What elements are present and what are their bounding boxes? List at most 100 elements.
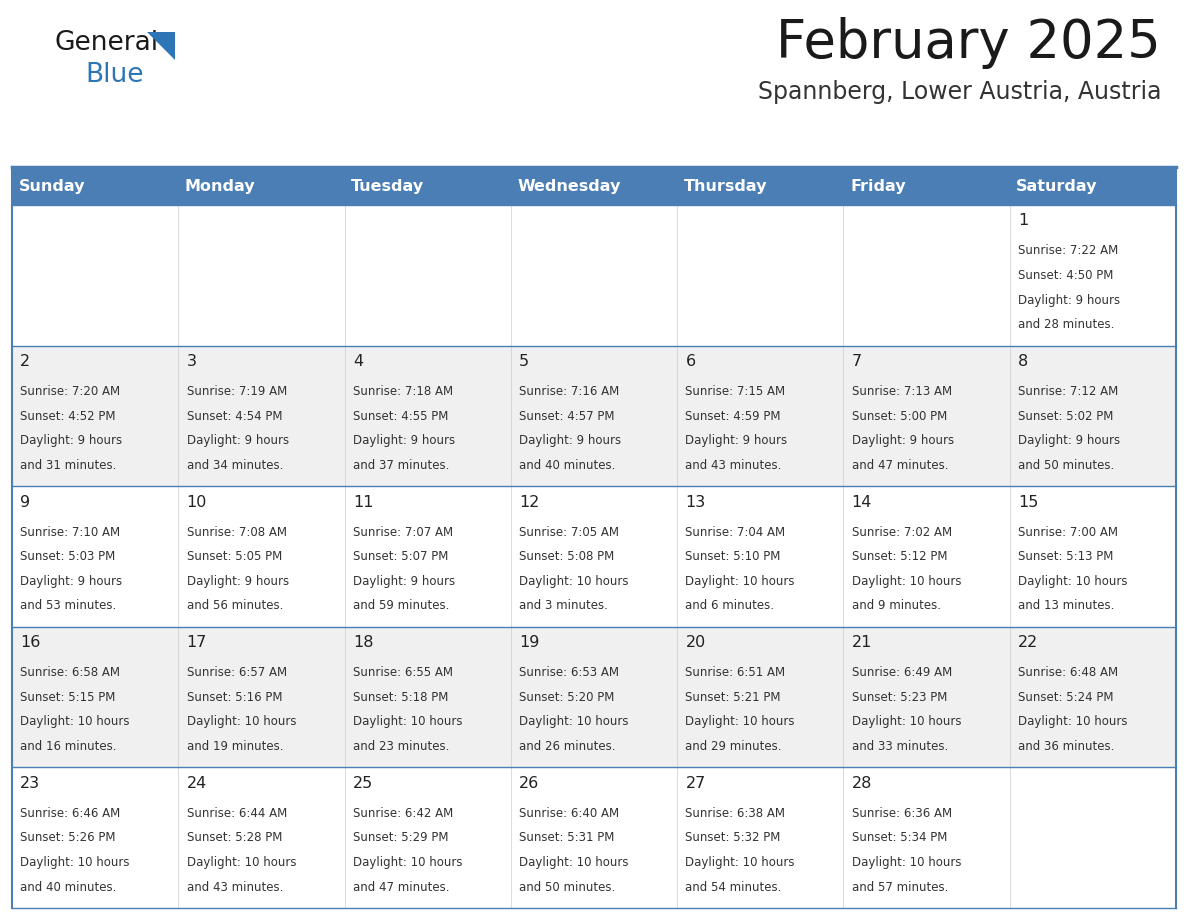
Text: 21: 21: [852, 635, 872, 650]
Text: Sunset: 5:13 PM: Sunset: 5:13 PM: [1018, 550, 1113, 563]
Text: Sunrise: 6:44 AM: Sunrise: 6:44 AM: [187, 807, 286, 820]
Text: and 54 minutes.: and 54 minutes.: [685, 880, 782, 893]
Text: 22: 22: [1018, 635, 1038, 650]
Text: Sunset: 4:57 PM: Sunset: 4:57 PM: [519, 409, 614, 422]
Text: Daylight: 10 hours: Daylight: 10 hours: [852, 575, 961, 588]
Text: Sunset: 5:00 PM: Sunset: 5:00 PM: [852, 409, 947, 422]
Text: 17: 17: [187, 635, 207, 650]
Text: 11: 11: [353, 495, 373, 509]
Text: Daylight: 10 hours: Daylight: 10 hours: [852, 856, 961, 869]
Text: and 59 minutes.: and 59 minutes.: [353, 599, 449, 612]
Text: Daylight: 9 hours: Daylight: 9 hours: [20, 575, 122, 588]
Text: Daylight: 10 hours: Daylight: 10 hours: [1018, 715, 1127, 728]
Text: and 16 minutes.: and 16 minutes.: [20, 740, 116, 753]
Text: Daylight: 10 hours: Daylight: 10 hours: [20, 715, 129, 728]
Text: Sunset: 5:08 PM: Sunset: 5:08 PM: [519, 550, 614, 563]
Text: Sunrise: 6:42 AM: Sunrise: 6:42 AM: [353, 807, 453, 820]
Text: Sunset: 5:21 PM: Sunset: 5:21 PM: [685, 690, 781, 704]
Text: Sunrise: 6:55 AM: Sunrise: 6:55 AM: [353, 666, 453, 679]
Text: 8: 8: [1018, 354, 1029, 369]
Text: and 57 minutes.: and 57 minutes.: [852, 880, 948, 893]
Text: Daylight: 9 hours: Daylight: 9 hours: [1018, 294, 1120, 307]
Text: Daylight: 9 hours: Daylight: 9 hours: [187, 434, 289, 447]
Text: February 2025: February 2025: [776, 17, 1161, 69]
Text: 1: 1: [1018, 214, 1029, 229]
Text: Sunrise: 7:12 AM: Sunrise: 7:12 AM: [1018, 385, 1118, 398]
Text: General: General: [55, 30, 159, 56]
Text: 5: 5: [519, 354, 530, 369]
Text: Daylight: 10 hours: Daylight: 10 hours: [187, 715, 296, 728]
Bar: [12, 205, 1176, 345]
Text: 24: 24: [187, 776, 207, 790]
Text: and 43 minutes.: and 43 minutes.: [685, 459, 782, 472]
Text: Sunset: 5:05 PM: Sunset: 5:05 PM: [187, 550, 282, 563]
Text: Saturday: Saturday: [1017, 178, 1098, 194]
Text: Sunrise: 7:04 AM: Sunrise: 7:04 AM: [685, 526, 785, 539]
Text: 6: 6: [685, 354, 696, 369]
Text: Daylight: 9 hours: Daylight: 9 hours: [852, 434, 954, 447]
Text: 10: 10: [187, 495, 207, 509]
Text: and 9 minutes.: and 9 minutes.: [852, 599, 941, 612]
Text: Daylight: 10 hours: Daylight: 10 hours: [187, 856, 296, 869]
Text: and 40 minutes.: and 40 minutes.: [519, 459, 615, 472]
Text: 18: 18: [353, 635, 373, 650]
Text: Sunset: 5:18 PM: Sunset: 5:18 PM: [353, 690, 448, 704]
Text: Wednesday: Wednesday: [518, 178, 621, 194]
Text: 15: 15: [1018, 495, 1038, 509]
Text: Daylight: 10 hours: Daylight: 10 hours: [20, 856, 129, 869]
Text: Daylight: 10 hours: Daylight: 10 hours: [685, 575, 795, 588]
Text: 2: 2: [20, 354, 31, 369]
Text: 23: 23: [20, 776, 40, 790]
Text: Blue: Blue: [86, 62, 144, 88]
Text: Sunrise: 6:36 AM: Sunrise: 6:36 AM: [852, 807, 952, 820]
Text: 13: 13: [685, 495, 706, 509]
Text: Daylight: 10 hours: Daylight: 10 hours: [519, 575, 628, 588]
Text: Sunrise: 6:51 AM: Sunrise: 6:51 AM: [685, 666, 785, 679]
Text: and 6 minutes.: and 6 minutes.: [685, 599, 775, 612]
Text: Sunset: 5:23 PM: Sunset: 5:23 PM: [852, 690, 947, 704]
Text: Sunrise: 6:49 AM: Sunrise: 6:49 AM: [852, 666, 952, 679]
Text: Sunrise: 6:46 AM: Sunrise: 6:46 AM: [20, 807, 120, 820]
Text: and 29 minutes.: and 29 minutes.: [685, 740, 782, 753]
Text: Daylight: 9 hours: Daylight: 9 hours: [353, 434, 455, 447]
Text: and 3 minutes.: and 3 minutes.: [519, 599, 608, 612]
Bar: [12, 345, 1176, 487]
Text: Daylight: 10 hours: Daylight: 10 hours: [685, 715, 795, 728]
Text: Sunrise: 7:18 AM: Sunrise: 7:18 AM: [353, 385, 453, 398]
Text: and 37 minutes.: and 37 minutes.: [353, 459, 449, 472]
Text: Sunrise: 7:02 AM: Sunrise: 7:02 AM: [852, 526, 952, 539]
Text: 12: 12: [519, 495, 539, 509]
Bar: [12, 627, 1176, 767]
Text: and 47 minutes.: and 47 minutes.: [852, 459, 948, 472]
Text: Daylight: 9 hours: Daylight: 9 hours: [685, 434, 788, 447]
Text: Sunset: 5:34 PM: Sunset: 5:34 PM: [852, 832, 947, 845]
Text: and 34 minutes.: and 34 minutes.: [187, 459, 283, 472]
Text: Sunrise: 6:48 AM: Sunrise: 6:48 AM: [1018, 666, 1118, 679]
Text: Sunrise: 7:13 AM: Sunrise: 7:13 AM: [852, 385, 952, 398]
Text: 25: 25: [353, 776, 373, 790]
Text: Sunrise: 7:00 AM: Sunrise: 7:00 AM: [1018, 526, 1118, 539]
Text: Sunset: 4:50 PM: Sunset: 4:50 PM: [1018, 269, 1113, 282]
Text: Sunrise: 7:07 AM: Sunrise: 7:07 AM: [353, 526, 453, 539]
Bar: [12, 167, 1176, 205]
Text: 9: 9: [20, 495, 31, 509]
Text: 14: 14: [852, 495, 872, 509]
Text: Sunrise: 7:08 AM: Sunrise: 7:08 AM: [187, 526, 286, 539]
Text: Thursday: Thursday: [684, 178, 767, 194]
Text: Monday: Monday: [185, 178, 255, 194]
Text: 7: 7: [852, 354, 861, 369]
Text: and 40 minutes.: and 40 minutes.: [20, 880, 116, 893]
Text: Sunset: 5:16 PM: Sunset: 5:16 PM: [187, 690, 282, 704]
Text: and 33 minutes.: and 33 minutes.: [852, 740, 948, 753]
Text: and 56 minutes.: and 56 minutes.: [187, 599, 283, 612]
Text: and 28 minutes.: and 28 minutes.: [1018, 319, 1114, 331]
Text: Sunset: 5:28 PM: Sunset: 5:28 PM: [187, 832, 282, 845]
Text: Daylight: 9 hours: Daylight: 9 hours: [519, 434, 621, 447]
Text: and 43 minutes.: and 43 minutes.: [187, 880, 283, 893]
Text: and 53 minutes.: and 53 minutes.: [20, 599, 116, 612]
Bar: [12, 487, 1176, 627]
Text: Sunset: 5:26 PM: Sunset: 5:26 PM: [20, 832, 115, 845]
Text: Sunset: 5:31 PM: Sunset: 5:31 PM: [519, 832, 614, 845]
Text: and 13 minutes.: and 13 minutes.: [1018, 599, 1114, 612]
Text: Sunrise: 6:58 AM: Sunrise: 6:58 AM: [20, 666, 120, 679]
